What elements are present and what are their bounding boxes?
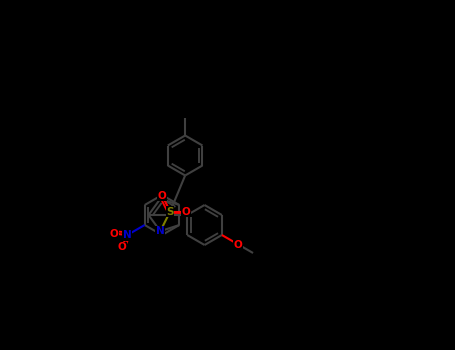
Text: N: N (156, 226, 165, 236)
Text: S: S (167, 206, 174, 217)
Text: O: O (234, 239, 243, 250)
Text: O: O (117, 243, 126, 252)
Text: O: O (110, 229, 118, 239)
Text: N: N (123, 230, 132, 240)
Text: O: O (182, 206, 191, 217)
Text: O: O (158, 190, 167, 201)
